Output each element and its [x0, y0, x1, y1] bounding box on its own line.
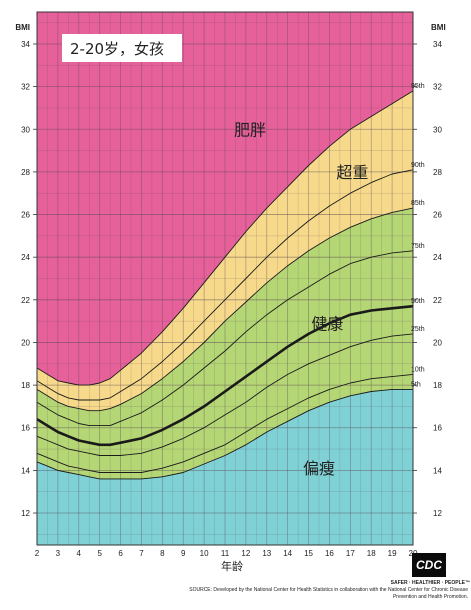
percentile-label-75th: 75th — [411, 243, 425, 250]
y-tick-label-left: 20 — [21, 338, 30, 347]
percentile-label-10th: 10th — [411, 366, 425, 373]
percentile-curve-75th — [36, 250, 414, 427]
y-tick-label-left: 14 — [21, 466, 30, 475]
zone-label-obese: 肥胖 — [234, 120, 266, 139]
y-tick-label-left: 24 — [21, 253, 30, 262]
grid — [36, 12, 414, 545]
x-tick-label: 19 — [388, 549, 397, 558]
y-tick-label-right: 22 — [433, 296, 442, 305]
source-note: SOURCE: Developed by the National Center… — [189, 587, 468, 600]
x-tick-label: 6 — [118, 549, 123, 558]
x-tick-label: 2 — [35, 549, 40, 558]
plot-frame — [36, 11, 414, 546]
y-tick-label-right: 30 — [433, 125, 442, 134]
x-tick-label: 17 — [346, 549, 355, 558]
y-tick-label-right: 34 — [433, 40, 442, 49]
zone-label-overweight: 超重 — [336, 163, 368, 182]
zone-label-underweight: 偏瘦 — [303, 459, 335, 478]
y-tick-label-left: 26 — [21, 211, 30, 220]
percentile-curve-90th — [36, 169, 414, 401]
y-tick-label-left: 28 — [21, 168, 30, 177]
percentile-curve-10th — [36, 373, 414, 473]
x-tick-label: 15 — [304, 549, 313, 558]
y-tick-label-right: 14 — [433, 466, 442, 475]
y-axis-title-left: BMI — [15, 23, 30, 32]
cdc-logo: CDC — [412, 553, 446, 577]
x-tick-label: 16 — [325, 549, 334, 558]
percentile-curve-5th — [36, 388, 413, 480]
zone-label-healthy: 健康 — [311, 314, 343, 333]
y-tick-label-left: 16 — [21, 424, 30, 433]
percentile-labels: 5th 10th 25th 50th 75th 85th 90th 95th — [411, 83, 425, 388]
y-tick-label-left: 18 — [21, 381, 30, 390]
plot-border — [36, 11, 414, 546]
x-tick-label: 3 — [56, 549, 61, 558]
y-tick-label-left: 30 — [21, 125, 30, 134]
x-tick-label: 13 — [262, 549, 271, 558]
chart-title: 2-20岁，女孩 — [62, 34, 182, 62]
x-tick-label: 8 — [160, 549, 165, 558]
zone-overweight — [37, 90, 413, 411]
x-tick-label: 12 — [241, 549, 250, 558]
y-tick-label-left: 22 — [21, 296, 30, 305]
x-tick-label: 18 — [367, 549, 376, 558]
y-tick-label-right: 20 — [433, 338, 442, 347]
x-axis-title: 年龄 — [221, 559, 243, 573]
percentile-label-25th: 25th — [411, 326, 425, 333]
x-tick-label: 10 — [200, 549, 209, 558]
y-tick-label-right: 12 — [433, 509, 442, 518]
percentile-curve-85th — [36, 207, 414, 412]
x-tick-label: 7 — [139, 549, 144, 558]
percentile-curve-95th — [36, 90, 414, 386]
percentile-label-95th: 95th — [411, 83, 425, 90]
x-tick-label: 5 — [97, 549, 102, 558]
y-tick-label-right: 26 — [433, 211, 442, 220]
y-tick-label-left: 32 — [21, 83, 30, 92]
percentile-label-5th: 5th — [411, 381, 421, 388]
y-tick-label-right: 18 — [433, 381, 442, 390]
percentile-label-90th: 90th — [411, 162, 425, 169]
y-tick-label-left: 34 — [21, 40, 30, 49]
y-tick-label-right: 28 — [433, 168, 442, 177]
x-tick-label: 14 — [283, 549, 292, 558]
percentile-label-85th: 85th — [411, 200, 425, 207]
y-axis-title-right: BMI — [431, 23, 446, 32]
x-tick-label: 9 — [181, 549, 186, 558]
y-tick-label-right: 16 — [433, 424, 442, 433]
y-tick-label-left: 12 — [21, 509, 30, 518]
x-tick-label: 11 — [221, 549, 230, 558]
percentile-curves — [36, 90, 414, 480]
percentile-curve-25th — [36, 333, 414, 456]
percentile-curve-50th — [36, 304, 414, 447]
y-tick-label-right: 32 — [433, 83, 442, 92]
percentile-label-50th: 50th — [411, 298, 425, 305]
y-tick-label-right: 24 — [433, 253, 442, 262]
cdc-tagline: SAFER · HEALTHIER · PEOPLE™ — [390, 580, 470, 586]
x-tick-label: 4 — [77, 549, 82, 558]
